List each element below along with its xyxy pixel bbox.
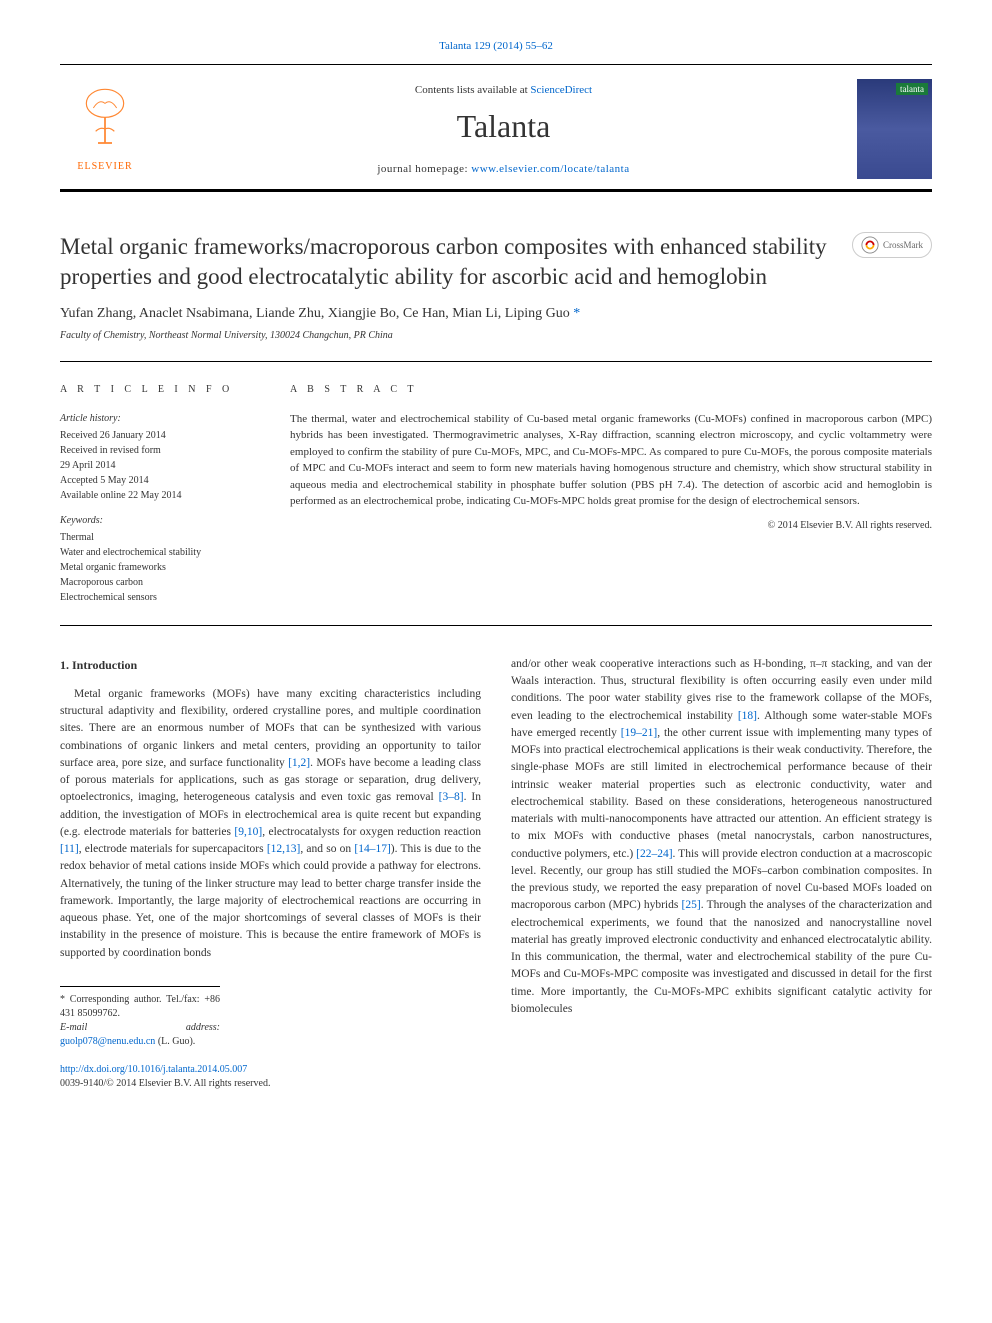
column-left: 1. Introduction Metal organic frameworks… <box>60 656 481 1091</box>
ref-19-21[interactable]: [19–21] <box>621 727 657 739</box>
intro-para-2: and/or other weak cooperative interactio… <box>511 656 932 1018</box>
crossmark-icon <box>861 236 879 254</box>
ref-18[interactable]: [18] <box>738 710 757 722</box>
issn-line: 0039-9140/© 2014 Elsevier B.V. All right… <box>60 1077 481 1091</box>
email-label: E-mail address: <box>60 1022 220 1033</box>
ref-3-8[interactable]: [3–8] <box>439 791 464 803</box>
history-2: Received in revised form <box>60 443 260 458</box>
homepage-line: journal homepage: www.elsevier.com/locat… <box>150 163 857 175</box>
email-link[interactable]: guolp078@nenu.edu.cn <box>60 1036 155 1047</box>
elsevier-tree-icon <box>70 87 140 157</box>
crossmark-label: CrossMark <box>883 240 923 250</box>
title-row: Metal organic frameworks/macroporous car… <box>60 232 932 292</box>
info-abstract-row: A R T I C L E I N F O Article history: R… <box>60 361 932 626</box>
doi-link[interactable]: http://dx.doi.org/10.1016/j.talanta.2014… <box>60 1064 247 1075</box>
intro-heading: 1. Introduction <box>60 656 481 674</box>
history-head: Article history: <box>60 411 260 426</box>
ref-1-2[interactable]: [1,2] <box>288 757 310 769</box>
doi-block: http://dx.doi.org/10.1016/j.talanta.2014… <box>60 1063 481 1091</box>
footnote-block: * Corresponding author. Tel./fax: +86 43… <box>60 986 220 1049</box>
keyword-5: Electrochemical sensors <box>60 590 260 605</box>
contents-prefix: Contents lists available at <box>415 84 530 96</box>
header-center: Contents lists available at ScienceDirec… <box>150 84 857 175</box>
journal-header: ELSEVIER Contents lists available at Sci… <box>60 64 932 192</box>
abstract-text: The thermal, water and electrochemical s… <box>290 411 932 510</box>
elsevier-label: ELSEVIER <box>77 161 132 172</box>
history-3: 29 April 2014 <box>60 458 260 473</box>
citation-link: Talanta 129 (2014) 55–62 <box>60 40 932 52</box>
corresponding-mark[interactable]: * <box>573 306 580 321</box>
body-columns: 1. Introduction Metal organic frameworks… <box>60 656 932 1091</box>
keywords-head: Keywords: <box>60 513 260 528</box>
crossmark-badge[interactable]: CrossMark <box>852 232 932 258</box>
article-info-heading: A R T I C L E I N F O <box>60 382 260 397</box>
abstract: A B S T R A C T The thermal, water and e… <box>290 382 932 605</box>
keyword-4: Macroporous carbon <box>60 575 260 590</box>
history-4: Accepted 5 May 2014 <box>60 473 260 488</box>
ref-25[interactable]: [25] <box>682 899 701 911</box>
page: Talanta 129 (2014) 55–62 ELSEVIER Conten… <box>0 0 992 1121</box>
authors: Yufan Zhang, Anaclet Nsabimana, Liande Z… <box>60 306 932 322</box>
copyright: © 2014 Elsevier B.V. All rights reserved… <box>290 518 932 533</box>
ref-12-13[interactable]: [12,13] <box>267 843 301 855</box>
intro-para-1: Metal organic frameworks (MOFs) have man… <box>60 686 481 962</box>
authors-list: Yufan Zhang, Anaclet Nsabimana, Liande Z… <box>60 306 570 321</box>
ref-14-17[interactable]: [14–17] <box>354 843 390 855</box>
journal-cover: talanta <box>857 79 932 179</box>
keyword-3: Metal organic frameworks <box>60 560 260 575</box>
sciencedirect-link[interactable]: ScienceDirect <box>530 84 592 96</box>
history-5: Available online 22 May 2014 <box>60 488 260 503</box>
email-line: E-mail address: guolp078@nenu.edu.cn (L.… <box>60 1021 220 1049</box>
keyword-1: Thermal <box>60 530 260 545</box>
email-suffix: (L. Guo). <box>155 1036 195 1047</box>
journal-name: Talanta <box>150 108 857 145</box>
ref-11[interactable]: [11] <box>60 843 79 855</box>
homepage-prefix: journal homepage: <box>377 163 471 175</box>
article-info: A R T I C L E I N F O Article history: R… <box>60 382 260 605</box>
contents-line: Contents lists available at ScienceDirec… <box>150 84 857 96</box>
article-title: Metal organic frameworks/macroporous car… <box>60 232 852 292</box>
citation-anchor[interactable]: Talanta 129 (2014) 55–62 <box>439 40 553 52</box>
abstract-heading: A B S T R A C T <box>290 382 932 397</box>
cover-title: talanta <box>896 83 928 95</box>
ref-9-10[interactable]: [9,10] <box>234 826 262 838</box>
elsevier-logo: ELSEVIER <box>60 79 150 179</box>
ref-22-24[interactable]: [22–24] <box>636 848 672 860</box>
column-right: and/or other weak cooperative interactio… <box>511 656 932 1091</box>
corresponding-note: * Corresponding author. Tel./fax: +86 43… <box>60 993 220 1021</box>
affiliation: Faculty of Chemistry, Northeast Normal U… <box>60 330 932 341</box>
history-1: Received 26 January 2014 <box>60 428 260 443</box>
keyword-2: Water and electrochemical stability <box>60 545 260 560</box>
homepage-link[interactable]: www.elsevier.com/locate/talanta <box>471 163 629 175</box>
